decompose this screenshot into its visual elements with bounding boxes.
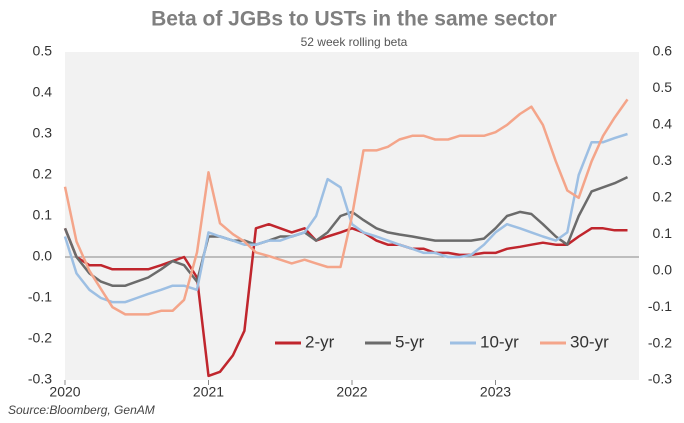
y-tick-label: -0.2 [28, 330, 52, 346]
chart-title: Beta of JGBs to USTs in the same sector [151, 8, 557, 31]
legend-label: 10-yr [480, 332, 519, 351]
x-tick-label: 2020 [49, 384, 80, 400]
y-tick-label: 0.2 [33, 166, 53, 182]
series-line [63, 222, 628, 378]
y-tick-label: 0.5 [33, 43, 53, 59]
legend-label: 2-yr [305, 332, 335, 351]
source-note: Source:Bloomberg, GenAM [8, 403, 155, 417]
y2-tick-label: 0.4 [653, 116, 673, 132]
y2-tick-label: -0.1 [648, 298, 672, 314]
x-tick-label: 2022 [336, 384, 367, 400]
chart-subtitle: 52 week rolling beta [301, 35, 408, 49]
series-line [63, 132, 628, 304]
y-tick-label: -0.1 [28, 289, 52, 305]
y2-tick-label: 0.1 [653, 225, 673, 241]
series-line [63, 175, 629, 287]
x-tick-label: 2021 [193, 384, 224, 400]
series-line [63, 98, 629, 316]
y2-tick-label: -0.3 [648, 371, 672, 387]
y-tick-label: 0.0 [33, 248, 53, 264]
y-tick-label: -0.3 [28, 371, 52, 387]
y2-tick-label: 0.0 [653, 261, 673, 277]
y-tick-label: 0.3 [33, 125, 53, 141]
legend-label: 30-yr [570, 332, 609, 351]
y-tick-label: 0.1 [33, 207, 53, 223]
y2-tick-label: 0.2 [653, 188, 673, 204]
y2-tick-label: -0.2 [648, 334, 672, 350]
legend-label: 5-yr [395, 332, 425, 351]
y2-tick-label: 0.5 [653, 79, 673, 95]
y-tick-label: 0.4 [33, 84, 53, 100]
y2-tick-label: 0.6 [653, 43, 673, 59]
x-tick-label: 2023 [480, 384, 511, 400]
y2-tick-label: 0.3 [653, 152, 673, 168]
